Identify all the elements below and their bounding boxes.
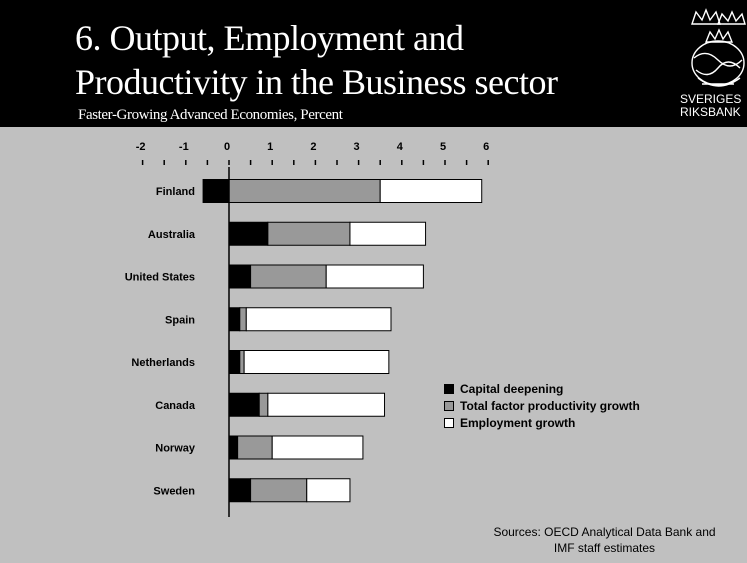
- chart-subtitle: Faster-Growing Advanced Economies, Perce…: [78, 107, 343, 123]
- category-label: Finland: [156, 186, 195, 198]
- bar-segment: [258, 392, 269, 417]
- legend-label: Employment growth: [460, 415, 576, 430]
- bar-segment: [228, 392, 260, 417]
- legend-swatch: [444, 383, 454, 394]
- chart-title-line2: Productivity in the Business sector: [75, 62, 558, 102]
- legend-item: Total factor productivity growth: [444, 397, 640, 414]
- legend-label: Total factor productivity growth: [460, 398, 640, 413]
- category-label: Netherlands: [131, 357, 195, 369]
- category-label: Canada: [155, 400, 196, 412]
- legend-swatch: [444, 417, 454, 428]
- stacked-bar-chart: -2 -1 0 1 2 3 4 5 6 Finland Australia United States…: [125, 141, 489, 517]
- bar-segment: [349, 221, 427, 246]
- x-tick-label: -2: [136, 141, 146, 153]
- bar-segment: [228, 264, 252, 289]
- x-tick-label: 1: [267, 141, 273, 153]
- bar-segment: [228, 350, 241, 374]
- bar-segment: [267, 221, 351, 246]
- bar-segment: [228, 221, 269, 246]
- header-band: 6. Output, Employment and Productivity i…: [0, 0, 747, 127]
- bar-segment: [245, 307, 392, 332]
- category-label: United States: [125, 272, 195, 284]
- bar-segment: [239, 307, 247, 332]
- bar-segment: [228, 307, 241, 332]
- x-tick-label: 2: [310, 141, 316, 153]
- bar-segment: [228, 179, 381, 203]
- x-tick-label: 3: [354, 141, 360, 153]
- bar-segment: [228, 435, 239, 460]
- bar-segment: [379, 179, 483, 203]
- bar-segment: [237, 435, 273, 460]
- x-tick-label: 6: [483, 141, 489, 153]
- bar-segment: [202, 179, 230, 203]
- legend-swatch: [444, 400, 454, 411]
- bar-segment: [243, 350, 390, 374]
- bar-segment: [267, 392, 386, 417]
- bar-segment: [306, 478, 351, 503]
- chart-title-line1: 6. Output, Employment and: [75, 18, 464, 58]
- sources-note: Sources: OECD Analytical Data Bank and I…: [462, 524, 747, 556]
- bar-segment: [271, 435, 364, 460]
- legend-item: Employment growth: [444, 414, 640, 431]
- bar-segment: [325, 264, 424, 289]
- legend-label: Capital deepening: [460, 381, 564, 396]
- x-tick-label: 5: [440, 141, 446, 153]
- category-label: Norway: [155, 443, 196, 455]
- category-label: Sweden: [153, 485, 195, 497]
- x-tick-label: 0: [224, 141, 230, 153]
- bar-segment: [250, 264, 327, 289]
- sources-line2: IMF staff estimates: [553, 541, 656, 555]
- logo-text-line2: RIKSBANK: [680, 105, 741, 119]
- x-tick-label: 4: [397, 141, 404, 153]
- riksbank-logo-text: SVERIGES RIKSBANK: [680, 93, 741, 119]
- legend-item: Capital deepening: [444, 380, 640, 397]
- bar-segment: [239, 350, 245, 374]
- x-tick-label: -1: [179, 141, 189, 153]
- sources-line1: Sources: OECD Analytical Data Bank and: [493, 525, 716, 539]
- riksbank-logo-icon: [691, 8, 746, 87]
- category-label: Australia: [148, 229, 196, 241]
- bar-segment: [250, 478, 308, 503]
- bar-segment: [228, 478, 252, 503]
- logo-text-line1: SVERIGES: [680, 92, 742, 106]
- chart-legend: Capital deepening Total factor productivi…: [444, 380, 640, 431]
- category-label: Spain: [165, 314, 195, 326]
